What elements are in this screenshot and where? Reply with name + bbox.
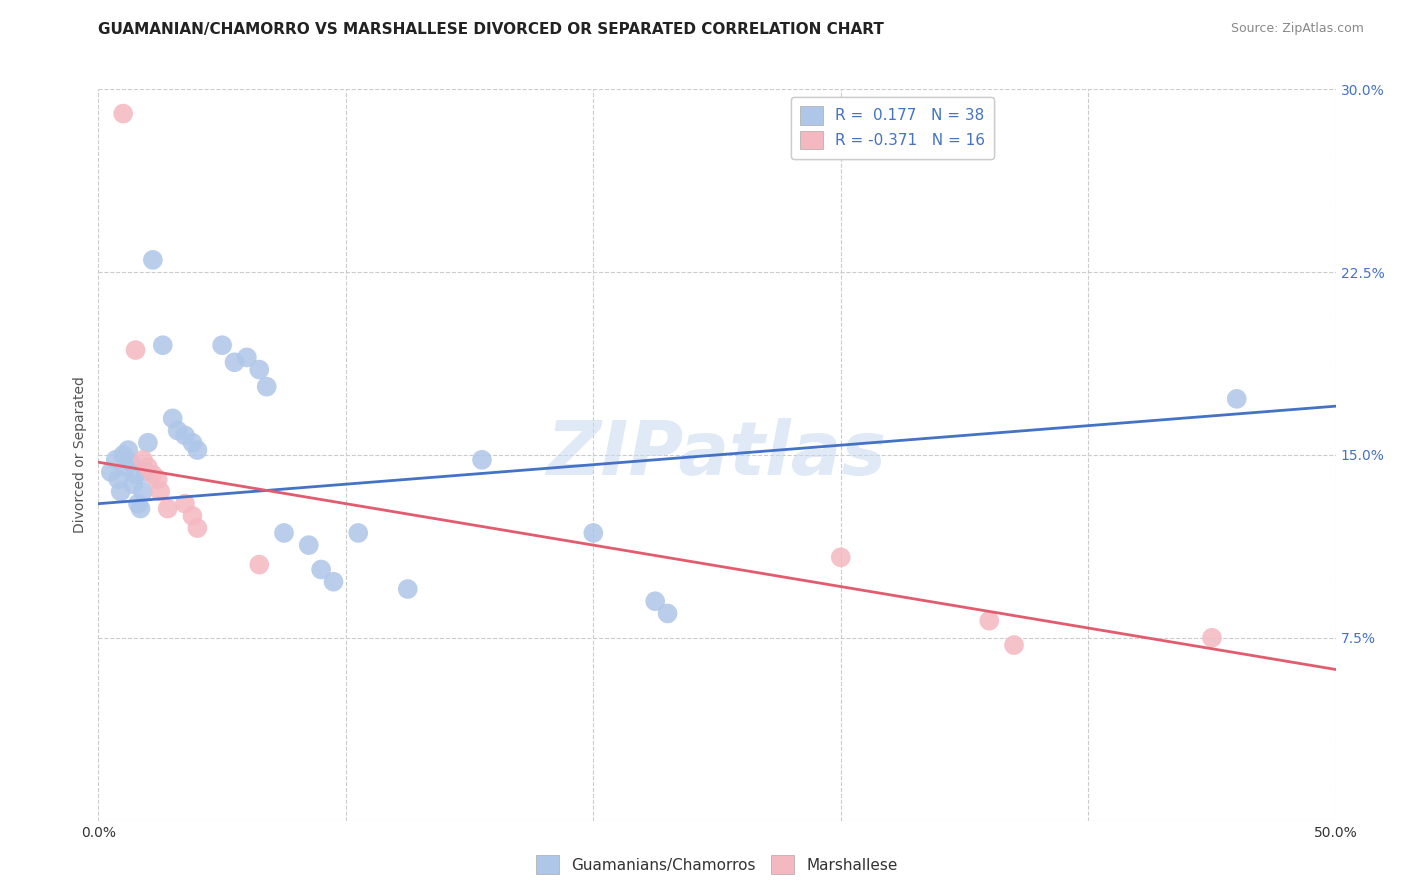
Point [136,460,159,475]
Point [979,614,1001,628]
Point [122,477,145,491]
Point [162,411,184,425]
Point [174,428,197,442]
Point [142,467,165,482]
Point [830,550,852,565]
Point [134,465,156,479]
Point [256,379,278,393]
Point [347,525,370,540]
Text: ZIPatlas: ZIPatlas [547,418,887,491]
Point [181,435,204,450]
Point [120,455,142,469]
Point [309,562,332,576]
Point [181,508,204,523]
Point [644,594,666,608]
Point [224,355,246,369]
Point [110,484,132,499]
Point [186,521,208,535]
Point [396,582,419,596]
Point [211,338,233,352]
Point [657,607,679,621]
Text: GUAMANIAN/CHAMORRO VS MARSHALLESE DIVORCED OR SEPARATED CORRELATION CHART: GUAMANIAN/CHAMORRO VS MARSHALLESE DIVORC… [98,22,884,37]
Point [273,525,295,540]
Point [146,472,169,486]
Point [127,497,149,511]
Point [117,443,139,458]
Point [129,501,152,516]
Legend: Guamanians/Chamorros, Marshallese: Guamanians/Chamorros, Marshallese [530,849,904,880]
Point [104,452,127,467]
Point [236,351,259,365]
Point [149,484,172,499]
Y-axis label: Divorced or Separated: Divorced or Separated [73,376,87,533]
Point [112,448,135,462]
Point [1002,638,1025,652]
Point [100,465,122,479]
Point [156,501,179,516]
Text: Source: ZipAtlas.com: Source: ZipAtlas.com [1230,22,1364,36]
Point [132,452,155,467]
Point [298,538,321,552]
Point [114,460,136,475]
Legend: R =  0.177   N = 38, R = -0.371   N = 16: R = 0.177 N = 38, R = -0.371 N = 16 [790,97,994,159]
Point [124,343,146,357]
Point [322,574,344,589]
Point [166,424,188,438]
Point [136,435,159,450]
Point [174,497,197,511]
Point [471,452,494,467]
Point [247,558,270,572]
Point [107,472,129,486]
Point [124,467,146,482]
Point [112,106,135,120]
Point [186,443,208,458]
Point [142,252,165,267]
Point [132,484,155,499]
Point [152,338,174,352]
Point [247,362,270,376]
Point [1201,631,1223,645]
Point [1226,392,1249,406]
Point [582,525,605,540]
